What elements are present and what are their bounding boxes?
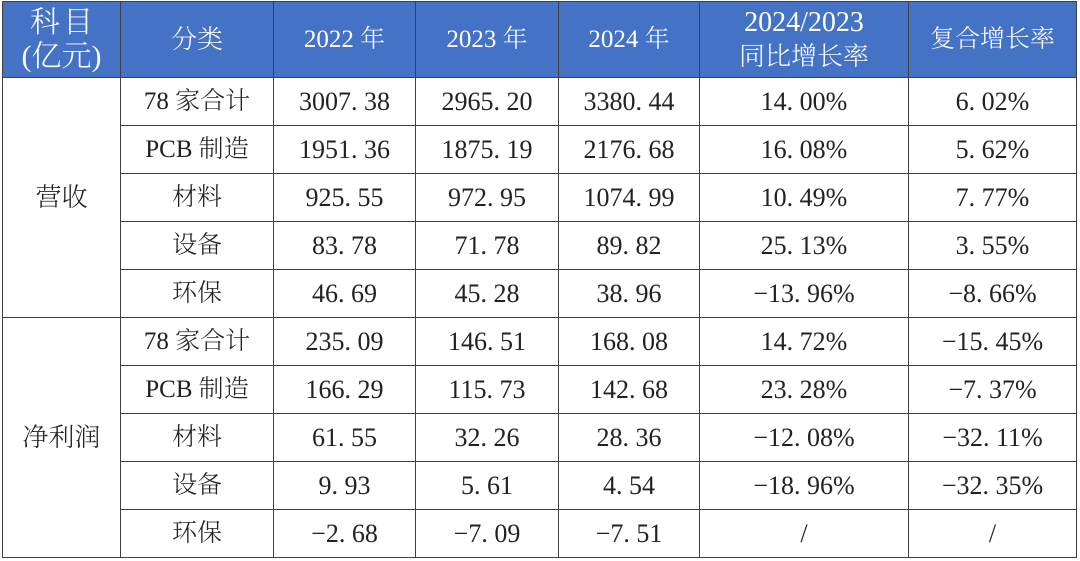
value-2023: 32. 26 bbox=[415, 413, 559, 462]
header-subject: 科目 (亿元) bbox=[2, 1, 121, 78]
table-row: 设备 9. 93 5. 61 4. 54 −18. 96% −32. 35% bbox=[3, 461, 1077, 510]
value-cagr: 5. 62% bbox=[908, 125, 1077, 174]
row-category: 材料 bbox=[120, 173, 274, 222]
value-2023: 2965. 20 bbox=[415, 77, 559, 126]
value-2024: 89. 82 bbox=[558, 221, 700, 270]
table-row: PCB 制造 1951. 36 1875. 19 2176. 68 16. 08… bbox=[3, 125, 1077, 174]
table-row: 环保 −2. 68 −7. 09 −7. 51 / / bbox=[3, 509, 1077, 558]
value-2024: 168. 08 bbox=[558, 317, 700, 366]
value-yoy: 23. 28% bbox=[699, 365, 909, 414]
header-year-2023: 2023 年 bbox=[415, 1, 559, 78]
value-2023: 71. 78 bbox=[415, 221, 559, 270]
table-row: 材料 925. 55 972. 95 1074. 99 10. 49% 7. 7… bbox=[3, 173, 1077, 222]
group-label-net-profit: 净利润 bbox=[2, 317, 121, 558]
row-category: 设备 bbox=[120, 461, 274, 510]
value-2022: 83. 78 bbox=[273, 221, 416, 270]
value-2023: 115. 73 bbox=[415, 365, 559, 414]
value-2024: 1074. 99 bbox=[558, 173, 700, 222]
value-cagr: −32. 11% bbox=[908, 413, 1077, 462]
value-yoy: −13. 96% bbox=[699, 269, 909, 318]
value-2023: 146. 51 bbox=[415, 317, 559, 366]
value-2024: 4. 54 bbox=[558, 461, 700, 510]
row-category: PCB 制造 bbox=[120, 365, 274, 414]
value-2024: 38. 96 bbox=[558, 269, 700, 318]
value-cagr: −8. 66% bbox=[908, 269, 1077, 318]
row-category: 环保 bbox=[120, 509, 274, 558]
value-cagr: 3. 55% bbox=[908, 221, 1077, 270]
value-2023: 1875. 19 bbox=[415, 125, 559, 174]
header-cagr: 复合增长率 bbox=[908, 1, 1077, 78]
table-row: PCB 制造 166. 29 115. 73 142. 68 23. 28% −… bbox=[3, 365, 1077, 414]
row-category: 78 家合计 bbox=[120, 77, 274, 126]
header-subject-line1: 科目 bbox=[30, 5, 96, 39]
header-yoy-growth: 2024/2023 同比增长率 bbox=[699, 1, 909, 78]
table-row: 净利润 78 家合计 235. 09 146. 51 168. 08 14. 7… bbox=[2, 317, 1077, 558]
value-cagr: −15. 45% bbox=[908, 317, 1077, 366]
value-yoy: 25. 13% bbox=[699, 221, 909, 270]
value-cagr: 7. 77% bbox=[908, 173, 1077, 222]
header-yoy-line2: 同比增长率 bbox=[738, 41, 869, 71]
header-yoy-line1: 2024/2023 bbox=[744, 6, 864, 38]
value-2022: 3007. 38 bbox=[273, 77, 416, 126]
value-2024: 3380. 44 bbox=[558, 77, 700, 126]
row-category: 环保 bbox=[120, 269, 274, 318]
value-2022: 166. 29 bbox=[273, 365, 416, 414]
value-2022: 46. 69 bbox=[273, 269, 416, 318]
value-cagr: 6. 02% bbox=[908, 77, 1077, 126]
value-2023: 5. 61 bbox=[415, 461, 559, 510]
value-yoy: 10. 49% bbox=[699, 173, 909, 222]
value-2022: 61. 55 bbox=[273, 413, 416, 462]
header-row: 科目 (亿元) 分类 2022 年 2023 年 2024 年 2024/2023… bbox=[2, 1, 1077, 78]
table-row: 环保 46. 69 45. 28 38. 96 −13. 96% −8. 66% bbox=[3, 269, 1077, 318]
header-category: 分类 bbox=[120, 1, 274, 78]
row-category: PCB 制造 bbox=[120, 125, 274, 174]
value-2022: 1951. 36 bbox=[273, 125, 416, 174]
value-2022: 925. 55 bbox=[273, 173, 416, 222]
value-2023: 972. 95 bbox=[415, 173, 559, 222]
table-row: 材料 61. 55 32. 26 28. 36 −12. 08% −32. 11… bbox=[3, 413, 1077, 462]
row-category: 材料 bbox=[120, 413, 274, 462]
value-yoy: 16. 08% bbox=[699, 125, 909, 174]
value-2022: 235. 09 bbox=[273, 317, 416, 366]
value-2024: 142. 68 bbox=[558, 365, 700, 414]
value-yoy: 14. 72% bbox=[699, 317, 909, 366]
header-subject-line2: (亿元) bbox=[21, 39, 102, 73]
value-2022: −2. 68 bbox=[273, 509, 416, 558]
value-2023: −7. 09 bbox=[415, 509, 559, 558]
value-yoy: 14. 00% bbox=[699, 77, 909, 126]
value-2022: 9. 93 bbox=[273, 461, 416, 510]
value-2023: 45. 28 bbox=[415, 269, 559, 318]
value-yoy: −12. 08% bbox=[699, 413, 909, 462]
value-cagr: −7. 37% bbox=[908, 365, 1077, 414]
group-label-revenue: 营收 bbox=[2, 77, 121, 318]
value-cagr: / bbox=[908, 509, 1077, 558]
value-cagr: −32. 35% bbox=[908, 461, 1077, 510]
value-2024: −7. 51 bbox=[558, 509, 700, 558]
row-category: 设备 bbox=[120, 221, 274, 270]
table-row: 营收 78 家合计 3007. 38 2965. 20 3380. 44 14.… bbox=[2, 77, 1077, 318]
header-year-2022: 2022 年 bbox=[273, 1, 416, 78]
value-2024: 2176. 68 bbox=[558, 125, 700, 174]
value-2024: 28. 36 bbox=[558, 413, 700, 462]
row-category: 78 家合计 bbox=[120, 317, 274, 366]
table-row: 设备 83. 78 71. 78 89. 82 25. 13% 3. 55% bbox=[3, 221, 1077, 270]
value-yoy: −18. 96% bbox=[699, 461, 909, 510]
header-year-2024: 2024 年 bbox=[558, 1, 700, 78]
value-yoy: / bbox=[699, 509, 909, 558]
